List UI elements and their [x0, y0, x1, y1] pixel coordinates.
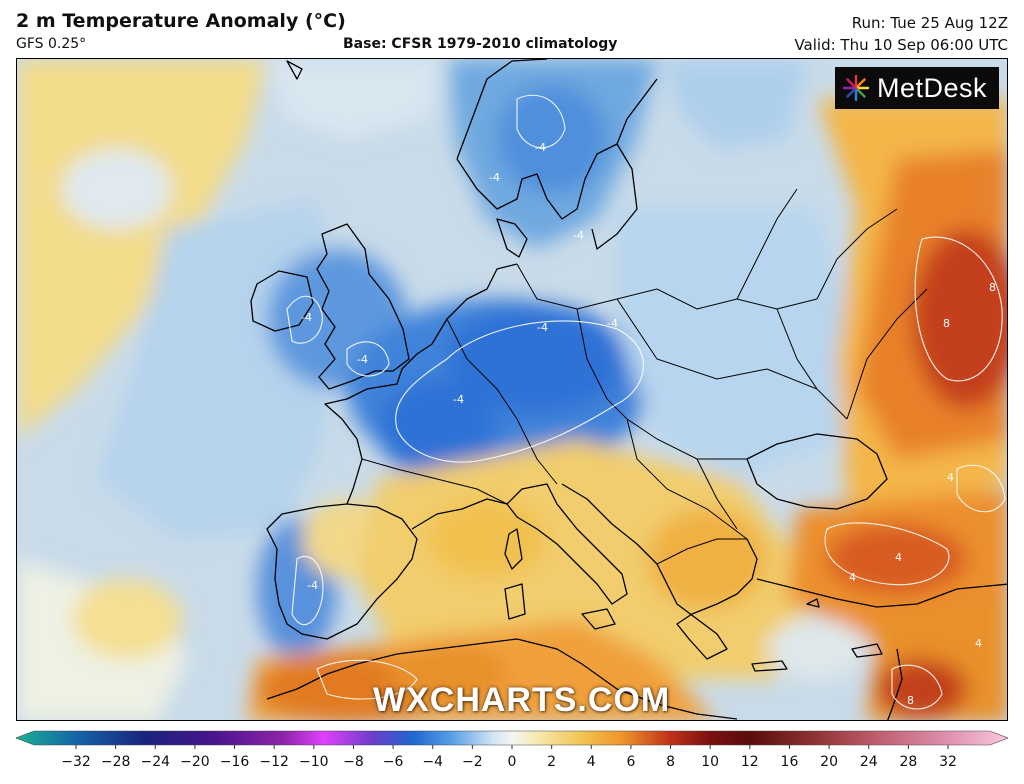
contour-label: 8 — [989, 281, 996, 294]
climatology-base-label: Base: CFSR 1979-2010 climatology — [343, 36, 618, 52]
colorbar-tick-label: 4 — [587, 754, 596, 770]
metdesk-logo: MetDesk — [835, 67, 999, 109]
contour-label: -4 — [537, 321, 548, 334]
contour-label: 4 — [895, 551, 902, 564]
valid-time-label: Valid: Thu 10 Sep 06:00 UTC — [794, 36, 1008, 54]
colorbar-tick-label: −24 — [140, 754, 170, 770]
colorbar-tick-label: 32 — [939, 754, 957, 770]
contour-label: 8 — [943, 317, 950, 330]
map-title: 2 m Temperature Anomaly (°C) — [16, 10, 346, 32]
colorbar-tick-label: −8 — [343, 754, 364, 770]
colorbar-tick-label: 24 — [860, 754, 878, 770]
colorbar-tick-label: −32 — [61, 754, 91, 770]
contour-label: -4 — [489, 171, 500, 184]
logo-text: MetDesk — [877, 72, 988, 103]
contour-label: -4 — [573, 229, 584, 242]
colorbar-tick-label: 6 — [626, 754, 635, 770]
colorbar-tick-label: 10 — [701, 754, 719, 770]
anomaly-map: -4 -4 -4 -4 -4 -4 -4 -4 -4 8 8 8 4 4 4 4 — [16, 58, 1008, 721]
contour-label: 4 — [947, 471, 954, 484]
country-borders — [361, 188, 928, 565]
colorbar-tick-label: −12 — [259, 754, 289, 770]
colorbar-legend: −32 −28 −24 −20 −16 −12 −10 −8 −6 −4 −2 0 2 4 6 8 10 12 16… — [16, 730, 1008, 770]
contour-label: 4 — [975, 637, 982, 650]
colorbar-tick-label: −2 — [462, 754, 483, 770]
colorbar-tick-label: 28 — [899, 754, 917, 770]
colorbar-tick-label: 16 — [781, 754, 799, 770]
model-label: GFS 0.25° — [16, 36, 87, 52]
colorbar-tick-label: −6 — [383, 754, 404, 770]
contour-label: 8 — [907, 694, 914, 707]
colorbar-tick-label: 12 — [741, 754, 759, 770]
colorbar-tick-label: −16 — [220, 754, 250, 770]
contour-lines — [286, 94, 1006, 710]
contour-label: 4 — [849, 571, 856, 584]
anomaly-map-canvas: -4 -4 -4 -4 -4 -4 -4 -4 -4 8 8 8 4 4 4 4 — [17, 59, 1007, 720]
contour-label: -4 — [453, 393, 464, 406]
colorbar-tick-label: 2 — [547, 754, 556, 770]
colorbar-tick-label: −10 — [299, 754, 329, 770]
colorbar-tick-label: −28 — [101, 754, 131, 770]
colorbar-tick-label: 20 — [820, 754, 838, 770]
colorbar-tick-label: −4 — [422, 754, 443, 770]
colorbar-gradient — [16, 730, 1008, 746]
colorbar-tick-label: 0 — [508, 754, 517, 770]
contour-label: -4 — [301, 311, 312, 324]
starburst-icon — [842, 74, 870, 102]
contour-label: -4 — [607, 317, 618, 330]
coastlines — [250, 59, 1007, 720]
contour-label: -4 — [535, 141, 546, 154]
contour-label: -4 — [307, 579, 318, 592]
colorbar-tick-label: 8 — [666, 754, 675, 770]
contour-labels: -4 -4 -4 -4 -4 -4 -4 -4 -4 8 8 8 4 4 4 4 — [301, 141, 996, 707]
watermark: WXCHARTS.COM — [373, 681, 671, 719]
colorbar-tick-label: −20 — [180, 754, 210, 770]
anomaly-shading — [17, 59, 1007, 720]
run-time-label: Run: Tue 25 Aug 12Z — [851, 14, 1008, 32]
contour-label: -4 — [357, 353, 368, 366]
